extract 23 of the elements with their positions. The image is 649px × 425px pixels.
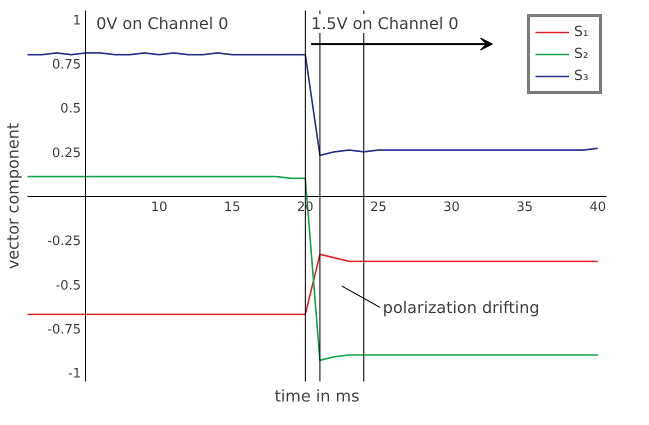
y-tick-label: 0.5 xyxy=(60,102,81,117)
y-tick-label: 0.75 xyxy=(52,58,81,72)
y-tick-label: 0.25 xyxy=(52,146,81,161)
x-axis-title: time in ms xyxy=(274,386,360,406)
y-axis-title: vector component xyxy=(4,122,22,270)
y-tick-label: 1 xyxy=(72,13,81,28)
legend-label: S₃ xyxy=(574,68,590,84)
x-tick-label: 35 xyxy=(516,200,533,215)
x-tick-label: 10 xyxy=(150,200,168,215)
y-tick-label: -0.5 xyxy=(56,278,81,294)
y-tick-label: -1 xyxy=(68,366,81,382)
x-tick-label: 25 xyxy=(370,200,387,215)
line-series xyxy=(28,254,599,316)
annotation: polarization drifting xyxy=(382,298,540,317)
x-tick-label: 30 xyxy=(443,200,460,215)
legend-label: S₁ xyxy=(574,24,590,40)
x-tick-label: 15 xyxy=(224,200,240,215)
y-tick-label: -0.25 xyxy=(47,234,81,250)
x-tick-label: 40 xyxy=(589,200,606,215)
annotation: 1.5V on Channel 0 xyxy=(311,14,459,34)
annotation: 0V on Channel 0 xyxy=(96,14,228,34)
legend-label: S₂ xyxy=(574,46,590,62)
y-tick-label: -0.75 xyxy=(47,322,81,338)
